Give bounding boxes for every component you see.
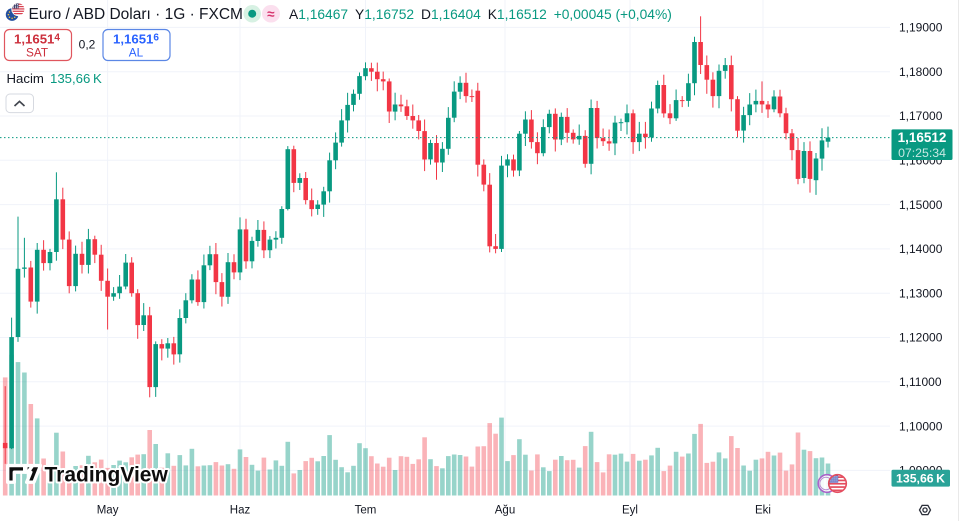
svg-text:Eyl: Eyl	[622, 505, 638, 517]
svg-text:TradingView: TradingView	[45, 464, 169, 487]
svg-text:Euro / ABD Doları · 1G · FXCM: Euro / ABD Doları · 1G · FXCM	[29, 6, 243, 23]
svg-text:135,66 K: 135,66 K	[896, 471, 945, 485]
svg-text:1,16516: 1,16516	[113, 31, 159, 46]
svg-text:AL: AL	[129, 46, 144, 60]
svg-text:1,12000: 1,12000	[899, 331, 943, 345]
svg-text:1,13000: 1,13000	[899, 286, 943, 300]
svg-text:1,14000: 1,14000	[899, 242, 943, 256]
svg-text:Tem: Tem	[355, 505, 377, 517]
svg-text:Ağu: Ağu	[495, 505, 515, 517]
svg-text:0,2: 0,2	[79, 37, 96, 51]
svg-text:1,15000: 1,15000	[899, 198, 943, 212]
svg-text:1,19000: 1,19000	[899, 21, 943, 35]
svg-text:≈: ≈	[267, 6, 275, 21]
svg-text:Eki: Eki	[755, 505, 771, 517]
svg-text:Haz: Haz	[230, 505, 251, 517]
svg-text:135,66 K: 135,66 K	[50, 71, 102, 86]
svg-text:07:25:34: 07:25:34	[898, 146, 946, 160]
svg-text:1,16512: 1,16512	[898, 130, 947, 145]
svg-text:1,16514: 1,16514	[14, 31, 60, 46]
svg-text:1,11000: 1,11000	[899, 375, 942, 389]
svg-text:Hacim: Hacim	[7, 71, 44, 86]
svg-text:SAT: SAT	[26, 46, 48, 60]
svg-text:A1,16467 Y1,16752 D1,16404 K1,: A1,16467 Y1,16752 D1,16404 K1,16512 +0,0…	[289, 7, 672, 22]
svg-text:1,10000: 1,10000	[899, 419, 943, 433]
svg-text:1,18000: 1,18000	[899, 65, 943, 79]
svg-text:May: May	[97, 505, 119, 517]
svg-text:1,17000: 1,17000	[899, 109, 943, 123]
